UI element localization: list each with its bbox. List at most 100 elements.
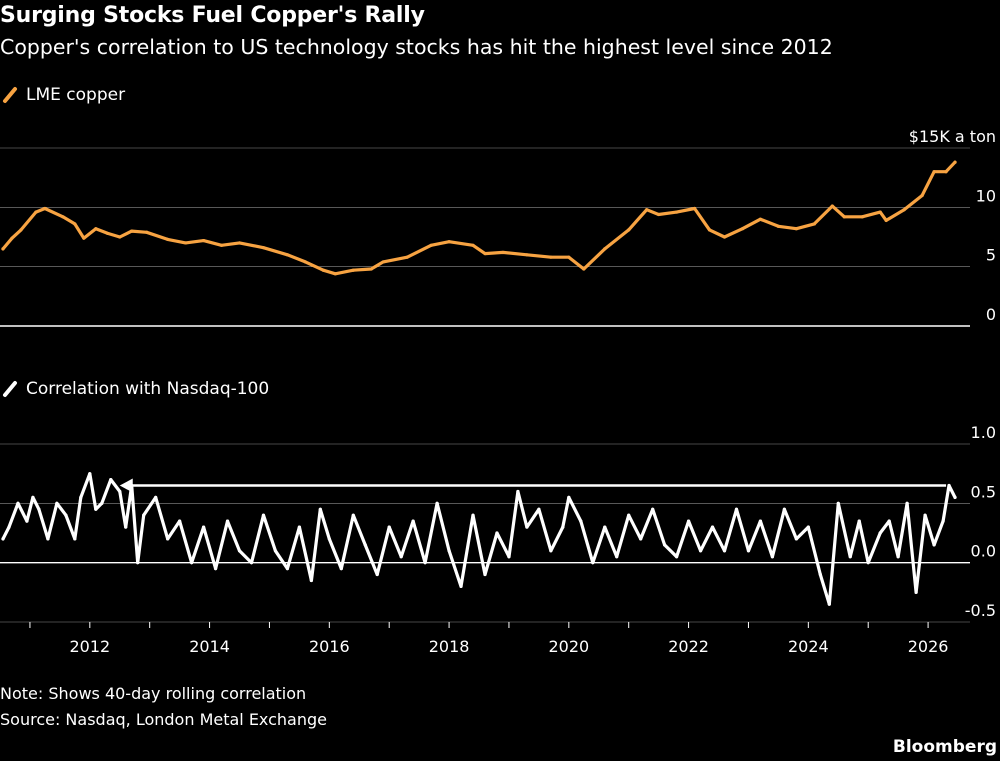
data-point-0-0-29 — [471, 243, 475, 247]
data-point-1-0-54 — [549, 549, 553, 553]
data-point-1-0-48 — [483, 572, 487, 577]
data-point-1-0-20 — [154, 495, 158, 499]
data-point-0-0-18 — [261, 246, 266, 250]
data-point-1-0-19 — [142, 513, 146, 517]
data-point-1-0-9 — [73, 537, 77, 541]
y-tick-label-1-0: 1.0 — [971, 423, 996, 442]
data-point-1-0-71 — [746, 549, 751, 553]
data-point-1-0-28 — [249, 561, 254, 565]
data-point-0-0-40 — [675, 210, 679, 214]
data-point-1-0-29 — [261, 513, 266, 517]
data-point-1-0-14 — [109, 478, 113, 482]
y-tick-label-0-3: 0 — [986, 305, 996, 324]
data-point-1-0-49 — [495, 531, 499, 535]
chart-note: Note: Shows 40-day rolling correlation — [0, 684, 307, 703]
x-tick-label-7: 2026 — [908, 637, 949, 656]
data-point-1-0-64 — [663, 543, 667, 547]
data-point-1-0-63 — [651, 507, 655, 511]
data-point-0-0-39 — [657, 212, 661, 217]
x-tick-label-4: 2020 — [548, 637, 589, 656]
bloomberg-logo: Bloomberg — [892, 737, 997, 757]
data-point-1-0-11 — [88, 472, 92, 476]
data-point-0-0-20 — [303, 260, 307, 264]
data-point-1-0-8 — [64, 513, 68, 517]
data-point-1-0-46 — [459, 584, 463, 589]
data-point-1-0-75 — [794, 537, 798, 541]
data-point-0-0-19 — [285, 253, 290, 257]
data-point-1-0-21 — [166, 537, 170, 541]
data-point-1-0-1 — [7, 525, 11, 529]
y-tick-label-0-1: 10 — [976, 186, 996, 205]
data-point-0-0-30 — [483, 252, 487, 256]
data-point-1-0-70 — [734, 507, 739, 511]
data-point-0-0-47 — [794, 227, 798, 231]
y-tick-label-1-2: 0.0 — [971, 542, 996, 561]
data-point-1-0-18 — [136, 561, 140, 565]
data-point-1-0-67 — [698, 549, 703, 553]
legend-correlation: Correlation with Nasdaq-100 — [0, 379, 269, 399]
x-tick-label-1: 2014 — [189, 637, 230, 656]
data-point-0-0-27 — [429, 243, 433, 247]
data-point-1-0-38 — [363, 543, 367, 547]
data-point-0-0-22 — [333, 272, 337, 276]
data-point-1-0-47 — [471, 513, 475, 517]
data-point-1-0-3 — [25, 519, 29, 523]
data-point-0-0-13 — [166, 237, 170, 241]
data-point-0-0-41 — [692, 206, 697, 211]
data-point-0-0-21 — [321, 268, 325, 272]
data-point-1-0-61 — [627, 513, 631, 517]
data-point-0-0-52 — [878, 210, 882, 214]
data-point-1-0-91 — [947, 483, 951, 488]
data-point-1-0-35 — [327, 537, 331, 541]
data-point-0-0-1 — [10, 236, 14, 240]
data-point-1-0-44 — [435, 501, 439, 505]
series-line-0-0 — [1, 160, 957, 276]
copper-legend-swatch-icon — [3, 87, 17, 103]
data-point-1-0-56 — [567, 495, 571, 499]
legend-correlation-label: Correlation with Nasdaq-100 — [26, 379, 270, 399]
data-point-1-0-62 — [639, 537, 643, 541]
data-point-0-0-8 — [94, 227, 98, 231]
data-point-1-0-26 — [225, 519, 230, 523]
data-point-1-0-31 — [285, 567, 290, 571]
data-point-1-0-58 — [591, 561, 595, 565]
data-point-1-0-41 — [399, 555, 403, 559]
data-point-1-0-74 — [782, 507, 786, 511]
x-tick-label-5: 2022 — [668, 637, 709, 656]
chart-source: Source: Nasdaq, London Metal Exchange — [0, 710, 327, 729]
data-point-0-0-24 — [369, 267, 373, 271]
data-point-1-0-59 — [603, 525, 607, 529]
data-point-0-0-4 — [43, 206, 47, 211]
data-point-1-0-51 — [516, 489, 520, 494]
data-point-0-0-58 — [953, 160, 957, 164]
data-point-0-0-54 — [902, 208, 906, 212]
data-point-0-0-6 — [73, 222, 77, 226]
data-point-1-0-40 — [387, 525, 391, 529]
data-point-1-0-83 — [878, 531, 882, 535]
data-point-1-0-89 — [932, 543, 936, 547]
data-point-1-0-43 — [423, 561, 427, 565]
data-point-1-0-32 — [297, 525, 301, 529]
x-tick-label-0: 2012 — [69, 637, 110, 656]
legend-copper-label: LME copper — [26, 85, 126, 105]
data-point-1-0-22 — [178, 519, 182, 523]
data-point-1-0-10 — [79, 495, 83, 499]
data-point-0-0-45 — [758, 217, 763, 221]
data-point-1-0-33 — [309, 578, 313, 583]
data-point-1-0-7 — [55, 501, 59, 505]
data-point-0-0-17 — [237, 241, 242, 245]
data-point-1-0-88 — [923, 513, 927, 517]
data-point-0-0-57 — [944, 170, 948, 174]
y-tick-label-1-3: -0.5 — [965, 601, 996, 620]
x-tick-label-2: 2016 — [309, 637, 350, 656]
data-point-0-0-38 — [645, 208, 649, 212]
data-point-1-0-13 — [100, 501, 104, 505]
data-point-1-0-23 — [190, 561, 194, 565]
data-point-0-0-32 — [525, 253, 529, 257]
data-point-1-0-87 — [914, 590, 918, 594]
data-point-0-0-3 — [34, 210, 38, 214]
data-point-1-0-86 — [905, 501, 909, 505]
data-point-1-0-72 — [758, 519, 763, 523]
data-point-0-0-23 — [351, 268, 355, 272]
chart-title: Surging Stocks Fuel Copper's Rally — [0, 3, 425, 28]
